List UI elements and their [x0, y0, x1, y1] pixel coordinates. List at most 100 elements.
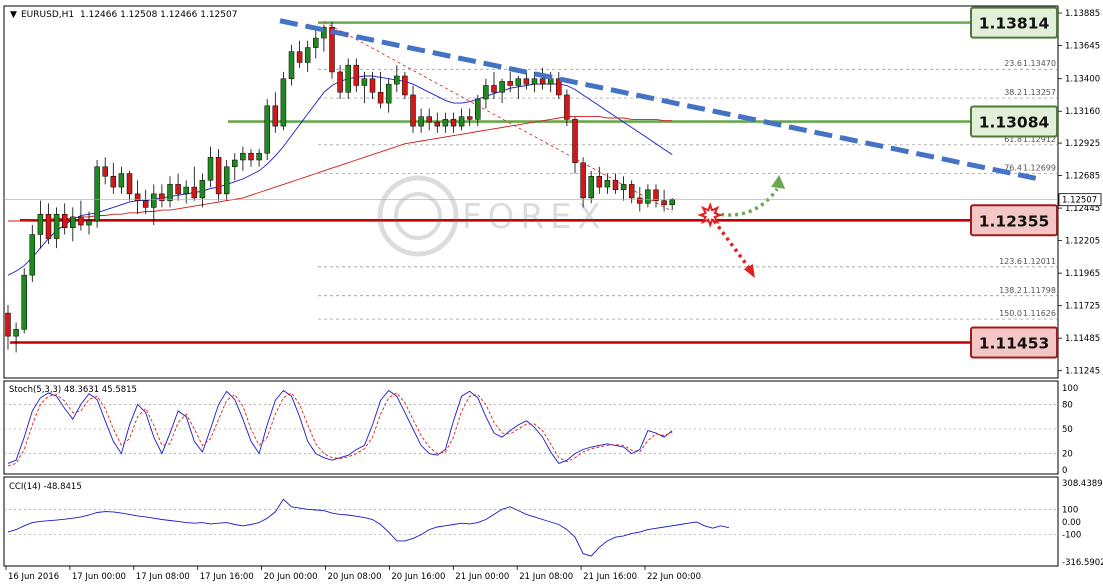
current-price-label: 1.12507: [1062, 196, 1097, 206]
cci-tick-label: -100: [1062, 531, 1081, 541]
candle-bullish: [361, 78, 368, 86]
candle-bearish: [78, 216, 84, 226]
level-label-text: 1.13084: [979, 114, 1050, 132]
candle-bearish: [191, 186, 198, 199]
candle-bearish: [142, 200, 149, 208]
candle-bearish: [126, 173, 133, 195]
price-tick-label: 1.12925: [1065, 139, 1100, 149]
time-tick-label: 20 Jun 00:00: [264, 572, 318, 582]
candle-bearish: [296, 51, 303, 63]
level-label-box-support: [970, 204, 1058, 237]
fib-level-price: 1.12912: [1023, 135, 1056, 144]
candle-bullish: [442, 119, 449, 127]
candle-bearish: [507, 81, 513, 86]
cci-title: CCI(14) -48.8415: [9, 482, 82, 492]
candle-bullish: [313, 37, 319, 48]
stochastic-tick-label: 20: [1062, 450, 1073, 460]
bearish-scenario-arrow: [712, 219, 752, 271]
price-tick-label: 1.11725: [1065, 302, 1100, 312]
fib-level-ratio: 123.6: [999, 257, 1022, 266]
fib-level-price: 1.12011: [1023, 257, 1056, 266]
level-label-box-resistance: [970, 6, 1058, 39]
chart-ohlc: 1.12466 1.12508 1.12466 1.12507: [80, 10, 237, 20]
fibonacci-connector: [323, 21, 673, 212]
stochastic-signal-line: [7, 392, 673, 467]
fib-level-price: 1.12699: [1023, 164, 1056, 173]
candle-bullish: [385, 83, 392, 104]
candle-bullish: [183, 186, 189, 195]
stochastic-tick-label: 50: [1062, 425, 1073, 435]
fib-level-ratio: 138.2: [999, 286, 1022, 295]
candle-bearish: [61, 213, 68, 228]
candle-bearish: [377, 92, 384, 104]
stochastic-levels: [4, 404, 1058, 454]
stochastic-title: Stoch(5,3,3) 48.3631 45.5815: [9, 385, 137, 395]
stochastic-tick-label: 100: [1062, 384, 1078, 394]
time-tick-label: 16 Jun 2016: [8, 572, 59, 582]
candle-bullish: [207, 157, 214, 181]
candlesticks: [5, 21, 675, 353]
forex-watermark: FOREX: [377, 175, 607, 257]
level-price-labels: 1.13814 1.13084 1.12355 1.11453: [970, 6, 1058, 359]
candle-bearish: [653, 189, 659, 201]
cci-line: [7, 498, 730, 557]
candle-bearish: [466, 116, 473, 120]
candle-bullish: [620, 184, 627, 191]
candle-bullish: [21, 274, 27, 330]
candle-bullish: [483, 85, 489, 100]
candle-bearish: [159, 193, 165, 201]
level-label-text: 1.11453: [979, 334, 1050, 352]
time-axis: 16 Jun 2016 17 Jun 00:00 17 Jun 08:00 17 Ju…: [5, 566, 701, 582]
chart-header-arrow: ▼: [10, 10, 17, 20]
candle-bearish: [134, 193, 141, 201]
fib-level-price: 1.13470: [1023, 59, 1056, 68]
candle-bullish: [604, 180, 611, 188]
candle-bullish: [645, 189, 651, 204]
candle-bearish: [410, 94, 416, 127]
time-tick-label: 21 Jun 16:00: [583, 572, 637, 582]
time-tick-label: 17 Jun 00:00: [72, 572, 126, 582]
fib-level-ratio: 150.0: [999, 309, 1022, 318]
candle-bearish: [248, 152, 254, 161]
stochastic-panel-frame: [3, 380, 1059, 475]
candle-bearish: [402, 75, 408, 96]
candle-bullish: [256, 152, 262, 161]
candle-bearish: [556, 78, 562, 96]
candle-bullish: [29, 234, 36, 276]
price-tick-label: 1.11245: [1065, 367, 1100, 377]
candle-bearish: [337, 71, 343, 93]
candle-bearish: [5, 312, 11, 337]
cci-levels: [4, 509, 1058, 535]
candle-bearish: [580, 162, 586, 199]
price-tick-label: 1.13885: [1065, 9, 1100, 19]
price-tick-label: 1.13160: [1065, 107, 1100, 117]
support-resistance-lines: [10, 21, 970, 344]
stochastic-axis: 100 80 50 20 0: [1062, 384, 1078, 476]
fib-level-ratio: 61.8: [1004, 135, 1022, 144]
cci-tick-label: -316.5902: [1062, 558, 1103, 568]
price-tick-label: 1.12205: [1065, 237, 1100, 247]
candle-bearish: [612, 180, 619, 191]
price-axis: 1.13885 1.13645 1.13400 1.13160 1.12925 1.126…: [1058, 9, 1100, 377]
fib-level-price: 1.11626: [1023, 309, 1056, 318]
candle-bullish: [515, 78, 522, 86]
bullish-arrow-head: [771, 174, 786, 189]
candle-bullish: [531, 78, 538, 85]
candle-bullish: [418, 116, 424, 127]
candle-bearish: [539, 78, 546, 85]
stochastic-tick-label: 80: [1062, 400, 1073, 410]
price-tick-label: 1.13645: [1065, 42, 1100, 52]
moving-average-ma_slow: [8, 116, 673, 222]
candle-bullish: [13, 329, 19, 337]
candle-bearish: [637, 197, 643, 204]
chart-annotations: [279, 18, 1039, 279]
candle-bullish: [70, 216, 76, 228]
candle-bullish: [199, 180, 206, 199]
cci-tick-label: 308.4389: [1062, 479, 1103, 489]
candle-bearish: [102, 166, 108, 177]
candle-bullish: [86, 220, 92, 226]
svg-text:FOREX: FOREX: [462, 197, 607, 237]
fib-level-price: 1.13257: [1023, 88, 1056, 97]
candle-bullish: [588, 176, 594, 199]
